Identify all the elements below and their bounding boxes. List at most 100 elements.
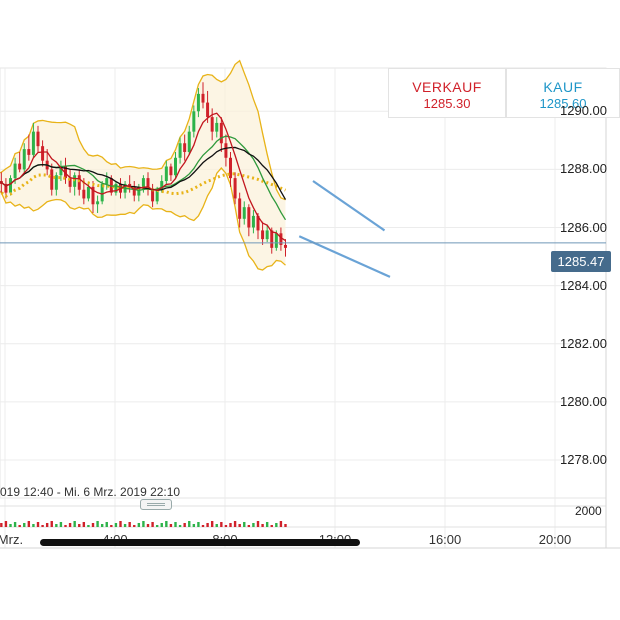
volume-bar <box>128 522 131 527</box>
volume-bar <box>110 525 113 527</box>
time-tick-label: 20:00 <box>538 532 572 547</box>
candle-body <box>265 230 269 240</box>
volume-bar <box>133 525 136 527</box>
volume-bar <box>45 523 49 527</box>
volume-bar <box>114 523 118 527</box>
volume-bar <box>36 522 40 527</box>
candle-body <box>178 143 182 158</box>
candle-body <box>251 215 255 228</box>
volume-bar <box>73 521 76 527</box>
candle-body <box>242 207 246 219</box>
volume-bar <box>55 524 58 527</box>
candle-body <box>284 244 287 248</box>
volume-bar <box>210 521 214 527</box>
candle-body <box>36 131 40 147</box>
volume-bar <box>229 523 232 527</box>
volume-bar <box>178 525 182 527</box>
candle-body <box>18 163 22 170</box>
candle-body <box>164 166 168 182</box>
volume-bar <box>233 521 237 527</box>
trend-line-upper <box>312 180 386 232</box>
volume-bar <box>0 523 3 527</box>
sell-price: 1285.30 <box>423 96 471 111</box>
candle-body <box>256 215 260 231</box>
volume-bar <box>174 522 177 527</box>
volume-bar <box>243 522 246 527</box>
candle-body <box>151 189 155 202</box>
candle-body <box>31 131 35 155</box>
candle-body <box>160 181 164 190</box>
volume-bar <box>270 525 273 527</box>
volume-bar <box>123 524 127 527</box>
candle-body <box>137 186 141 196</box>
volume-bar <box>59 522 63 527</box>
volume-bar <box>41 525 44 527</box>
volume-bar <box>275 523 278 527</box>
candle-body <box>22 149 26 170</box>
candle-body <box>141 178 145 187</box>
bollinger-fill <box>0 60 286 270</box>
candle-body <box>274 233 278 248</box>
candle-body <box>196 93 200 112</box>
candle-body <box>59 166 63 176</box>
time-tick-label: 16:00 <box>428 532 462 547</box>
volume-bar <box>256 521 260 527</box>
volume-bar <box>206 523 209 527</box>
volume-bar <box>261 524 264 527</box>
volume-bar <box>165 521 168 527</box>
volume-bar <box>224 525 228 527</box>
range-scroll-handle[interactable] <box>140 499 172 510</box>
candle-body <box>206 102 210 118</box>
price-tick-label: 1278.00 <box>560 451 607 467</box>
candle-body <box>210 117 214 132</box>
candle-body <box>270 230 274 248</box>
candle-body <box>50 169 54 190</box>
candle-body <box>4 183 8 193</box>
volume-bar <box>50 521 53 527</box>
volume-bar <box>238 524 241 527</box>
volume-bar <box>9 524 12 527</box>
home-indicator-bar <box>40 539 360 546</box>
candle-body <box>27 149 31 155</box>
candle-body <box>187 131 191 152</box>
candle-body <box>96 201 100 205</box>
ma-red <box>0 112 286 242</box>
volume-bar <box>96 521 99 527</box>
candle-body <box>146 178 150 190</box>
buy-price: 1285.60 <box>539 96 587 111</box>
candle-body <box>86 186 90 199</box>
sell-quote-button[interactable]: VERKAUF 1285.30 <box>388 68 506 118</box>
buy-quote-button[interactable]: KAUF 1285.60 <box>506 68 620 118</box>
bollinger-bands <box>0 59 286 271</box>
bollinger-upper <box>0 59 286 201</box>
volume-bar <box>169 524 173 527</box>
candle-body <box>68 178 72 187</box>
price-tick-label: 1288.00 <box>560 161 607 177</box>
volume-bar <box>188 521 191 527</box>
candle-body <box>13 163 17 179</box>
volume-bar <box>32 524 35 527</box>
candle-body <box>100 183 104 202</box>
candle-body <box>91 186 95 205</box>
price-tick-label: 1284.00 <box>560 277 607 293</box>
volume-bar <box>220 522 223 527</box>
candle-body <box>82 189 86 199</box>
ma-slow-dotted <box>0 172 287 198</box>
candle-body <box>261 230 265 240</box>
volume-bar <box>27 521 31 527</box>
volume-bar <box>82 522 86 527</box>
candle-body <box>105 178 109 184</box>
candle-body <box>238 198 242 219</box>
candle-body <box>9 178 12 193</box>
bollinger-lower <box>0 167 286 271</box>
volume-bar <box>284 524 287 527</box>
candle-body <box>233 178 237 199</box>
volume-bar <box>279 521 283 527</box>
candle-body <box>41 146 45 161</box>
moving-averages <box>0 112 287 242</box>
volume-bar <box>23 523 26 527</box>
candle-body <box>114 183 118 193</box>
plot-area <box>0 67 607 499</box>
volume-bar <box>183 523 186 527</box>
